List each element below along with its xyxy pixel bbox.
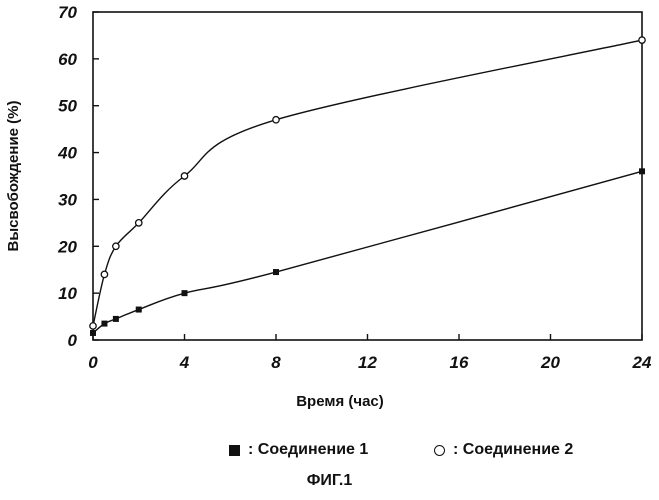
filled-square-marker-icon	[229, 445, 240, 456]
data-point-compound-1	[113, 316, 119, 322]
data-point-compound-2	[639, 37, 645, 43]
x-tick-label: 24	[632, 353, 652, 372]
legend-label-compound-1: : Соединение 1	[248, 441, 368, 459]
y-tick-label: 30	[58, 190, 77, 209]
figure-caption: ФИГ.1	[0, 472, 659, 490]
x-tick-label: 0	[88, 353, 98, 372]
x-tick-label: 4	[179, 353, 190, 372]
x-tick-label: 8	[271, 353, 281, 372]
data-point-compound-1	[273, 269, 279, 275]
legend-item-compound-2: : Соединение 2	[434, 441, 573, 459]
legend: : Соединение 1 : Соединение 2	[0, 441, 659, 465]
data-point-compound-1	[90, 330, 96, 336]
legend-label-compound-2: : Соединение 2	[453, 441, 573, 459]
x-axis-title: Время (час)	[296, 393, 384, 410]
x-tick-label: 20	[540, 353, 560, 372]
series-line-1	[93, 171, 642, 333]
plot-frame	[93, 12, 642, 340]
data-point-compound-2	[90, 323, 96, 329]
series-line-2	[93, 40, 642, 326]
open-circle-marker-icon	[434, 445, 445, 456]
y-tick-label: 20	[57, 237, 77, 256]
y-tick-label: 50	[58, 97, 77, 116]
data-point-compound-1	[136, 307, 142, 313]
y-axis-title: Высвобождение (%)	[5, 100, 22, 251]
data-point-compound-1	[101, 321, 107, 327]
y-tick-label: 40	[57, 144, 77, 163]
data-point-compound-2	[273, 117, 279, 123]
y-tick-label: 0	[68, 331, 78, 350]
data-point-compound-2	[113, 243, 119, 249]
data-point-compound-2	[101, 271, 107, 277]
y-tick-label: 70	[58, 3, 77, 22]
y-tick-label: 60	[58, 50, 77, 69]
data-point-compound-2	[136, 220, 142, 226]
legend-item-compound-1: : Соединение 1	[229, 441, 368, 459]
data-point-compound-1	[182, 290, 188, 296]
x-tick-label: 12	[358, 353, 377, 372]
data-point-compound-1	[639, 168, 645, 174]
x-tick-label: 16	[450, 353, 469, 372]
series-layer	[90, 37, 645, 336]
data-point-compound-2	[181, 173, 187, 179]
y-tick-label: 10	[58, 284, 77, 303]
